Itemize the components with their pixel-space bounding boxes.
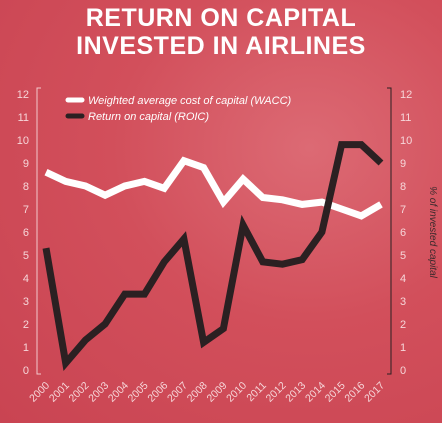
legend-label: Return on capital (ROIC) — [88, 111, 209, 123]
y-axis-label-right: % of invested capital — [427, 186, 438, 278]
y-tick-left: 0 — [23, 365, 29, 377]
x-tick-label: 2006 — [145, 380, 170, 405]
x-tick-label: 2012 — [264, 380, 289, 405]
y-tick-right: 4 — [400, 273, 406, 285]
y-tick-left: 2 — [23, 319, 29, 331]
y-tick-right: 12 — [400, 89, 412, 101]
y-tick-right: 7 — [400, 204, 406, 216]
y-tick-left: 8 — [23, 181, 29, 193]
y-tick-right: 9 — [400, 158, 406, 170]
x-tick-label: 2009 — [204, 380, 229, 405]
x-tick-label: 2017 — [362, 380, 387, 405]
x-tick-label: 2003 — [86, 380, 111, 405]
title-line-2: INVESTED IN AIRLINES — [76, 32, 366, 60]
y-tick-right: 5 — [400, 250, 406, 262]
chart-title: RETURN ON CAPITAL INVESTED IN AIRLINES — [0, 4, 442, 60]
y-tick-left: 11 — [18, 112, 29, 124]
series-line-roic — [42, 141, 384, 372]
y-tick-right: 8 — [400, 181, 406, 193]
x-tick-label: 2013 — [283, 380, 308, 405]
left-axis-line — [36, 87, 41, 375]
x-tick-label: 2008 — [185, 380, 210, 405]
y-tick-left: 9 — [23, 158, 29, 170]
legend-label: Weighted average cost of capital (WACC) — [88, 95, 292, 107]
x-tick-label: 2011 — [244, 380, 269, 405]
x-tick-label: 2005 — [126, 380, 151, 405]
y-tick-left: 4 — [23, 273, 29, 285]
y-tick-left: 7 — [23, 204, 29, 216]
x-tick-label: 2014 — [303, 380, 328, 405]
x-tick-label: 2010 — [224, 380, 249, 405]
x-tick-label: 2007 — [165, 380, 190, 405]
x-tick-label: 2001 — [47, 380, 72, 405]
x-tick-label: 2002 — [67, 380, 92, 405]
x-tick-label: 2004 — [106, 380, 131, 405]
x-tick-label: 2016 — [342, 380, 367, 405]
y-tick-left: 5 — [23, 250, 29, 262]
y-tick-left: 10 — [17, 135, 29, 147]
y-tick-left: 6 — [23, 227, 29, 239]
y-tick-right: 2 — [400, 319, 406, 331]
y-tick-right: 1 — [400, 342, 406, 354]
y-tick-right: 11 — [400, 112, 411, 124]
y-tick-right: 3 — [400, 296, 406, 308]
x-tick-label: 2000 — [27, 380, 52, 405]
title-line-1: RETURN ON CAPITAL — [85, 4, 357, 32]
y-tick-right: 10 — [400, 135, 412, 147]
y-tick-right: 0 — [400, 365, 406, 377]
right-axis-line — [387, 87, 392, 375]
y-tick-left: 3 — [23, 296, 29, 308]
y-tick-right: 6 — [400, 227, 406, 239]
y-tick-left: 12 — [17, 89, 29, 101]
x-tick-label: 2015 — [323, 380, 348, 405]
y-tick-left: 1 — [23, 342, 29, 354]
